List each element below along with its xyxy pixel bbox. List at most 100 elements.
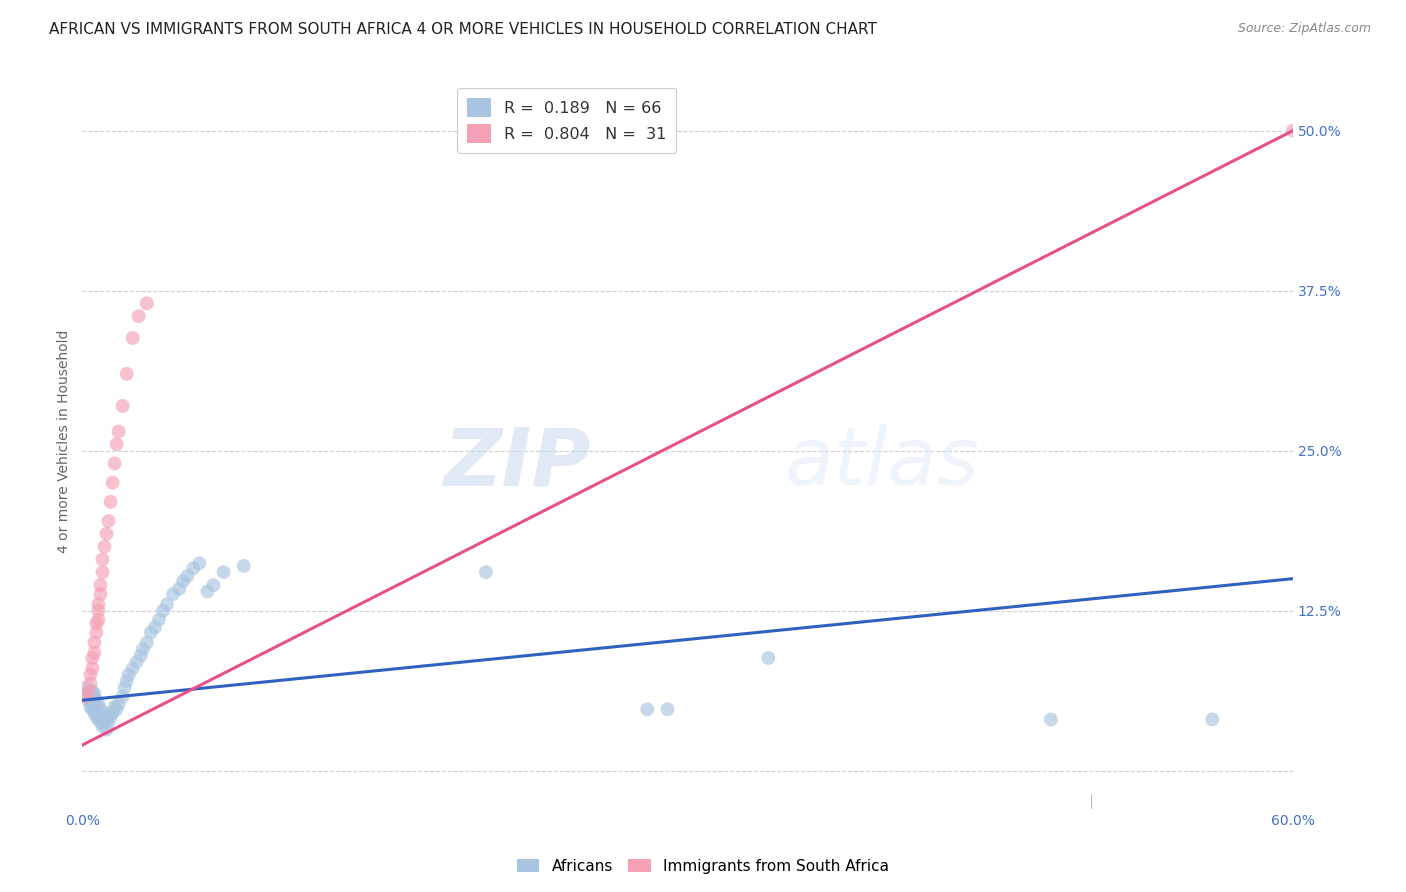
Point — [82, 690, 104, 704]
Point — [83, 702, 105, 716]
Point — [1039, 713, 1062, 727]
Point — [97, 514, 120, 528]
Point — [91, 566, 114, 580]
Legend: R =  0.189   N = 66, R =  0.804   N =  31: R = 0.189 N = 66, R = 0.804 N = 31 — [457, 88, 676, 153]
Point — [77, 687, 100, 701]
Point — [91, 719, 114, 733]
Point — [128, 309, 150, 323]
Point — [86, 693, 108, 707]
Point — [101, 475, 124, 490]
Point — [125, 655, 148, 669]
Point — [77, 693, 100, 707]
Y-axis label: 4 or more Vehicles in Household: 4 or more Vehicles in Household — [58, 329, 72, 553]
Point — [121, 331, 143, 345]
Point — [87, 613, 110, 627]
Point — [96, 713, 118, 727]
Point — [83, 687, 105, 701]
Point — [83, 635, 105, 649]
Point — [86, 625, 108, 640]
Point — [105, 437, 128, 451]
Point — [475, 566, 498, 580]
Point — [129, 648, 152, 663]
Point — [77, 684, 100, 698]
Point — [135, 635, 157, 649]
Point — [115, 674, 138, 689]
Point — [636, 702, 658, 716]
Point — [89, 578, 111, 592]
Point — [176, 569, 198, 583]
Point — [83, 646, 105, 660]
Point — [105, 702, 128, 716]
Point — [86, 616, 108, 631]
Point — [162, 587, 184, 601]
Point — [75, 690, 97, 704]
Point — [79, 684, 101, 698]
Point — [1282, 123, 1305, 137]
Point — [1201, 713, 1223, 727]
Point — [657, 702, 679, 716]
Point — [89, 710, 111, 724]
Point — [100, 710, 122, 724]
Point — [115, 367, 138, 381]
Point — [87, 706, 110, 720]
Point — [82, 651, 104, 665]
Point — [93, 706, 115, 720]
Point — [82, 702, 104, 716]
Point — [83, 706, 105, 720]
Point — [107, 697, 129, 711]
Point — [87, 597, 110, 611]
Point — [86, 710, 108, 724]
Text: ZIP: ZIP — [443, 424, 591, 502]
Point — [114, 681, 136, 695]
Point — [197, 584, 219, 599]
Point — [79, 676, 101, 690]
Point — [758, 651, 780, 665]
Point — [83, 697, 105, 711]
Point — [79, 693, 101, 707]
Point — [89, 714, 111, 729]
Point — [135, 296, 157, 310]
Point — [103, 457, 125, 471]
Point — [202, 578, 225, 592]
Point — [101, 706, 124, 720]
Text: atlas: atlas — [785, 424, 980, 502]
Point — [232, 558, 254, 573]
Point — [79, 667, 101, 681]
Point — [167, 582, 190, 596]
Point — [148, 613, 170, 627]
Point — [82, 661, 104, 675]
Point — [96, 723, 118, 737]
Point — [139, 625, 162, 640]
Point — [111, 399, 134, 413]
Point — [83, 693, 105, 707]
Point — [181, 561, 204, 575]
Point — [91, 552, 114, 566]
Point — [93, 540, 115, 554]
Text: AFRICAN VS IMMIGRANTS FROM SOUTH AFRICA 4 OR MORE VEHICLES IN HOUSEHOLD CORRELAT: AFRICAN VS IMMIGRANTS FROM SOUTH AFRICA … — [49, 22, 877, 37]
Point — [212, 566, 235, 580]
Point — [103, 699, 125, 714]
Point — [111, 690, 134, 704]
Point — [82, 684, 104, 698]
Point — [132, 642, 155, 657]
Point — [152, 604, 174, 618]
Point — [87, 713, 110, 727]
Point — [121, 661, 143, 675]
Point — [82, 697, 104, 711]
Text: Source: ZipAtlas.com: Source: ZipAtlas.com — [1237, 22, 1371, 36]
Point — [86, 702, 108, 716]
Point — [143, 620, 166, 634]
Point — [93, 714, 115, 729]
Point — [156, 597, 179, 611]
Point — [87, 604, 110, 618]
Point — [91, 713, 114, 727]
Point — [97, 714, 120, 729]
Legend: Africans, Immigrants from South Africa: Africans, Immigrants from South Africa — [510, 853, 896, 880]
Point — [188, 556, 211, 570]
Point — [118, 667, 141, 681]
Point — [89, 587, 111, 601]
Point — [172, 574, 194, 589]
Point — [89, 702, 111, 716]
Point — [75, 681, 97, 695]
Point — [107, 425, 129, 439]
